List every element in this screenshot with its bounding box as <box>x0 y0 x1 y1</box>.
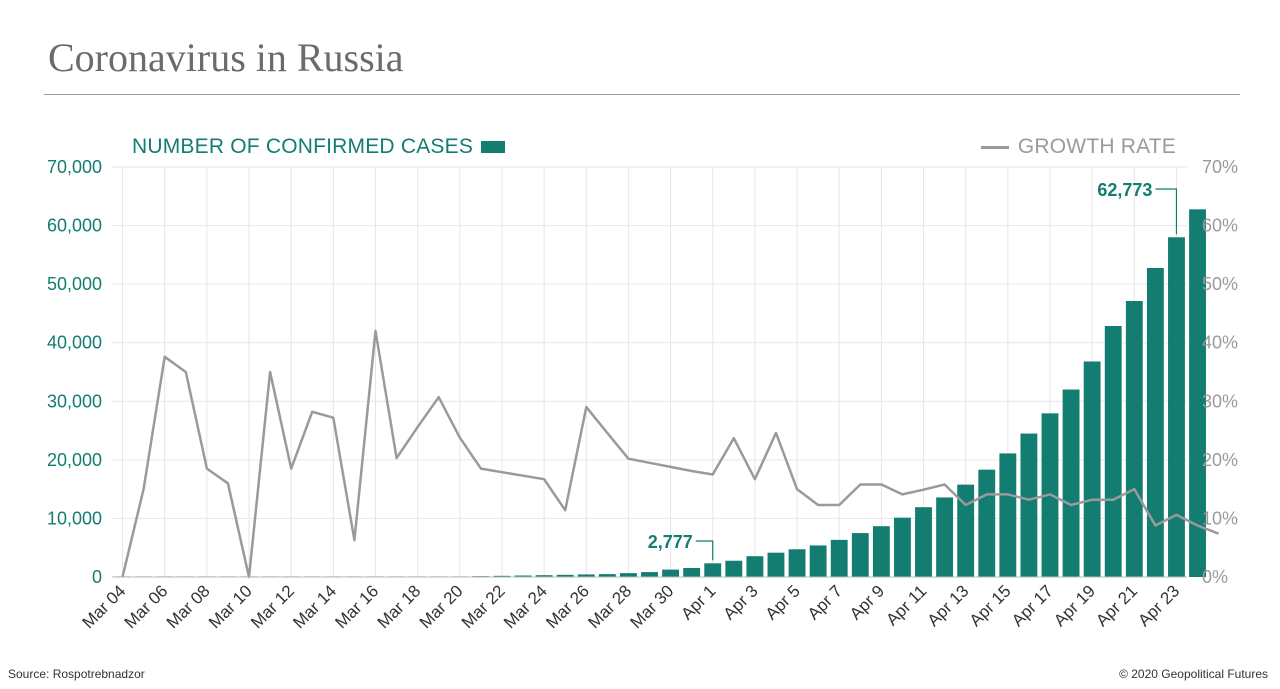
x-tick-label: Apr 11 <box>882 581 930 629</box>
bar <box>999 453 1017 577</box>
y-right-tick-label: 50% <box>1202 274 1238 294</box>
chart-grid <box>112 166 1187 578</box>
y-left-tick-label: 0 <box>92 567 102 587</box>
bar <box>1125 301 1143 577</box>
x-tick-label: Apr 9 <box>846 581 888 623</box>
x-tick-label: Mar 08 <box>163 581 214 632</box>
legend-growth: GROWTH RATE <box>980 135 1176 159</box>
x-tick-label: Mar 26 <box>542 581 593 632</box>
bar <box>978 469 996 577</box>
legend-cases: NUMBER OF CONFIRMED CASES <box>132 135 506 159</box>
data-label: 2,777 <box>648 532 693 552</box>
x-tick-label: Mar 06 <box>121 581 172 632</box>
data-label: 62,773 <box>1097 180 1152 200</box>
x-tick-label: Mar 12 <box>247 581 298 632</box>
bar <box>957 484 975 577</box>
bar <box>662 569 680 577</box>
chart-annotations: 2,777 62,773 <box>648 180 1178 561</box>
x-tick-label: Mar 14 <box>289 581 340 632</box>
data-label-leader <box>695 540 714 561</box>
y-left-tick-label: 60,000 <box>47 216 102 236</box>
bar <box>556 574 574 577</box>
y-left-tick-label: 30,000 <box>47 391 102 411</box>
bar <box>577 574 595 577</box>
y-right-tick-label: 0% <box>1202 567 1228 587</box>
y-left-tick-label: 10,000 <box>47 508 102 528</box>
growth-line-series <box>121 329 1220 579</box>
title-divider <box>44 94 1240 95</box>
x-tick-label: Apr 21 <box>1092 581 1141 630</box>
bar <box>641 572 658 577</box>
legend-cases-swatch <box>481 141 506 154</box>
bar <box>493 575 511 577</box>
bar <box>1168 237 1185 577</box>
y-left-tick-label: 50,000 <box>47 274 102 294</box>
bar <box>535 575 553 577</box>
bar <box>788 549 806 577</box>
x-tick-label: Mar 18 <box>374 581 425 632</box>
chart-axes: 0 0% 10,000 10% 20,000 20% 30,000 30% 40,000 40% 5… <box>47 157 1238 632</box>
bar <box>514 575 532 577</box>
bar <box>683 568 701 577</box>
legend-cases-label: NUMBER OF CONFIRMED CASES <box>132 135 474 158</box>
bar <box>1104 326 1122 577</box>
source-note: Source: Rospotrebnadzor <box>8 667 145 681</box>
bar <box>894 517 911 577</box>
y-right-tick-label: 20% <box>1202 450 1238 470</box>
x-tick-label: Mar 04 <box>79 581 130 632</box>
x-tick-label: Mar 24 <box>500 581 551 632</box>
bar <box>1146 267 1164 577</box>
bar <box>915 507 932 577</box>
x-tick-label: Mar 22 <box>458 581 509 632</box>
y-left-tick-label: 70,000 <box>47 157 102 177</box>
bar <box>767 552 785 577</box>
growth-rate-line <box>121 329 1220 579</box>
bar <box>619 573 637 577</box>
y-right-tick-label: 40% <box>1202 333 1238 353</box>
copyright-note: © 2020 Geopolitical Futures <box>1119 667 1268 681</box>
x-tick-label: Apr 7 <box>804 581 846 623</box>
x-tick-label: Apr 19 <box>1050 581 1099 630</box>
bar <box>598 574 616 577</box>
bar <box>809 545 827 577</box>
x-tick-label: Apr 17 <box>1008 581 1057 630</box>
x-tick-label: Apr 5 <box>762 581 804 623</box>
legend-growth-label: GROWTH RATE <box>1017 135 1176 158</box>
x-tick-label: Mar 28 <box>584 581 635 632</box>
bar <box>746 556 764 577</box>
y-right-tick-label: 60% <box>1202 216 1238 236</box>
x-tick-label: Mar 16 <box>331 581 382 632</box>
y-left-tick-label: 40,000 <box>47 333 102 353</box>
x-tick-label: Apr 15 <box>966 581 1015 630</box>
x-tick-label: Apr 3 <box>720 581 762 623</box>
bar <box>1020 433 1038 577</box>
legend-growth-swatch <box>980 145 1009 149</box>
bar <box>1083 361 1101 577</box>
y-right-tick-label: 30% <box>1202 391 1238 411</box>
bar <box>851 533 869 577</box>
y-right-tick-label: 10% <box>1202 508 1238 528</box>
x-tick-label: Apr 23 <box>1134 581 1183 630</box>
x-tick-label: Apr 13 <box>924 581 973 630</box>
bar-series <box>114 209 1206 577</box>
x-tick-label: Mar 30 <box>627 581 678 632</box>
x-tick-label: Mar 10 <box>205 581 256 632</box>
bar <box>1189 209 1206 577</box>
bar <box>1062 389 1080 577</box>
bar <box>872 526 890 577</box>
y-right-tick-label: 70% <box>1202 157 1238 177</box>
bar <box>936 497 954 577</box>
x-tick-label: Mar 20 <box>416 581 467 632</box>
bar <box>830 539 848 577</box>
bar <box>725 560 743 577</box>
y-left-tick-label: 20,000 <box>47 450 102 470</box>
page-title: Coronavirus in Russia <box>48 35 404 80</box>
bar <box>704 563 722 577</box>
x-tick-label: Apr 1 <box>677 581 719 623</box>
data-label-leader <box>1155 188 1178 235</box>
